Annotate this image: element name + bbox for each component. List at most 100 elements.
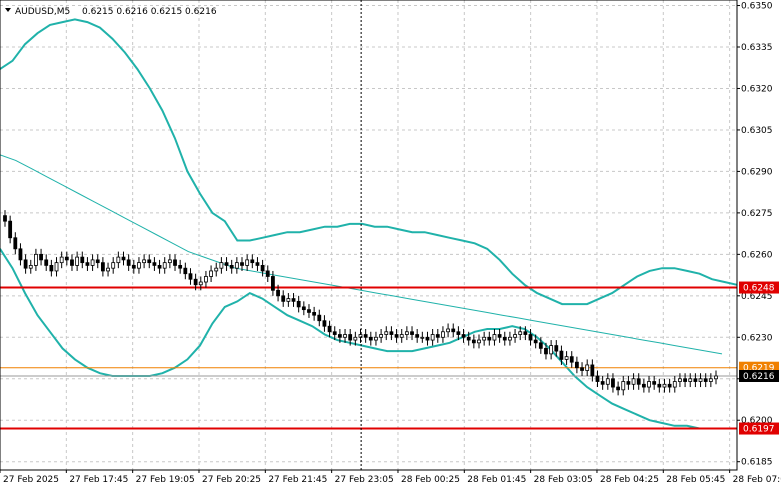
- candle-body: [425, 336, 430, 341]
- candle-body: [131, 265, 136, 269]
- x-tick-label: 27 Feb 20:25: [202, 475, 261, 485]
- candle-body: [301, 306, 306, 311]
- candle-body: [167, 259, 172, 264]
- candle-body: [404, 331, 409, 335]
- candle-body: [59, 256, 64, 264]
- candle-body: [626, 381, 631, 385]
- candle-body: [13, 237, 18, 250]
- x-tick-label: 28 Feb 04:25: [600, 475, 659, 485]
- candle-body: [698, 378, 703, 382]
- current-price-label: 0.6216: [743, 372, 775, 382]
- candle-body: [281, 295, 286, 302]
- candle-body: [265, 270, 270, 277]
- candle-body: [714, 375, 718, 380]
- candle-body: [3, 215, 7, 222]
- candle-body: [461, 334, 466, 338]
- candle-body: [80, 256, 85, 264]
- candle-body: [384, 331, 389, 335]
- candle-body: [569, 356, 574, 363]
- candle-body: [394, 334, 399, 338]
- price-level-labels: 0.6248 0.6219 0.6197 0.6216: [739, 281, 779, 435]
- candle-body: [636, 378, 641, 385]
- candle-body: [693, 378, 698, 382]
- x-tick-label: 28 Feb 01:45: [467, 475, 526, 485]
- candle-body: [544, 347, 548, 355]
- candle-body: [703, 378, 708, 382]
- candle-body: [224, 262, 229, 266]
- candle-body: [466, 336, 471, 341]
- candle-body: [348, 334, 353, 341]
- candle-body: [564, 356, 569, 360]
- candle-body: [528, 334, 533, 341]
- candle-body: [595, 375, 600, 382]
- current-price-box: [739, 370, 779, 382]
- candle-body: [358, 334, 363, 338]
- candle-body: [193, 278, 198, 286]
- level-label-box: [739, 281, 779, 294]
- x-tick-label: 28 Feb 05:45: [666, 475, 725, 485]
- candle-body: [157, 265, 162, 269]
- time-axis[interactable]: 27 Feb 2025 27 Feb 17:45 27 Feb 19:05 27 Fe…: [0, 470, 781, 485]
- horizontal-levels[interactable]: [0, 286, 737, 430]
- candle-body: [162, 262, 167, 269]
- candle-body: [611, 378, 615, 388]
- y-tick-label: 0.6305: [741, 126, 773, 136]
- candle-body: [502, 336, 507, 341]
- level-label-0.6219: 0.6219: [743, 364, 775, 374]
- candle-body: [121, 256, 126, 261]
- candle-body: [250, 259, 255, 264]
- candle-body: [487, 336, 492, 341]
- candle-body: [106, 267, 110, 272]
- candle-body: [85, 262, 90, 266]
- candle-body: [441, 331, 445, 338]
- candle-body: [178, 265, 183, 269]
- candle-body: [451, 328, 456, 333]
- candle-body: [28, 265, 33, 269]
- y-tick-label: 0.6200: [741, 416, 773, 426]
- candle-body: [260, 265, 265, 272]
- candle-body: [343, 334, 347, 338]
- candle-body: [8, 220, 13, 239]
- y-tick-label: 0.6335: [741, 43, 773, 53]
- candle-body: [456, 331, 461, 335]
- candle-body: [49, 265, 54, 272]
- y-tick-label: 0.6320: [741, 84, 773, 94]
- candle-body: [137, 262, 141, 269]
- candle-body: [209, 270, 213, 277]
- candle-body: [296, 300, 301, 308]
- plot-frame: [0, 0, 738, 471]
- y-tick-label: 0.6290: [741, 167, 773, 177]
- candle-body: [70, 259, 74, 266]
- candle-body: [291, 298, 296, 302]
- candle-body: [332, 331, 337, 335]
- candle-body: [657, 383, 662, 388]
- candle-body: [662, 383, 667, 388]
- price-axis[interactable]: 0.6350 0.6335 0.6320 0.6305 0.6290 0.6275 0.62…: [737, 2, 773, 468]
- candle-body: [64, 256, 69, 261]
- dropdown-triangle-icon[interactable]: [5, 8, 11, 12]
- candle-body: [482, 336, 487, 341]
- candle-body: [214, 267, 219, 272]
- candle-body: [234, 262, 239, 269]
- candle-body: [353, 336, 358, 341]
- candle-body: [518, 331, 523, 335]
- y-tick-label: 0.6350: [741, 2, 773, 12]
- candle-body: [363, 334, 368, 338]
- moving-average-line: [0, 154, 723, 355]
- candle-body: [90, 259, 95, 266]
- candle-body: [492, 334, 497, 341]
- candle-body: [75, 256, 80, 266]
- candle-body: [446, 328, 450, 333]
- x-tick-label: 27 Feb 17:45: [69, 475, 128, 485]
- candle-body: [533, 339, 538, 344]
- candle-body: [585, 364, 590, 371]
- x-tick-label: 27 Feb 2025: [3, 475, 59, 485]
- candle-body: [368, 336, 373, 341]
- candle-body: [126, 259, 131, 266]
- candle-body: [508, 336, 512, 341]
- candle-body: [54, 262, 59, 272]
- x-tick-label: 27 Feb 19:05: [136, 475, 195, 485]
- level-label-box: [739, 422, 779, 435]
